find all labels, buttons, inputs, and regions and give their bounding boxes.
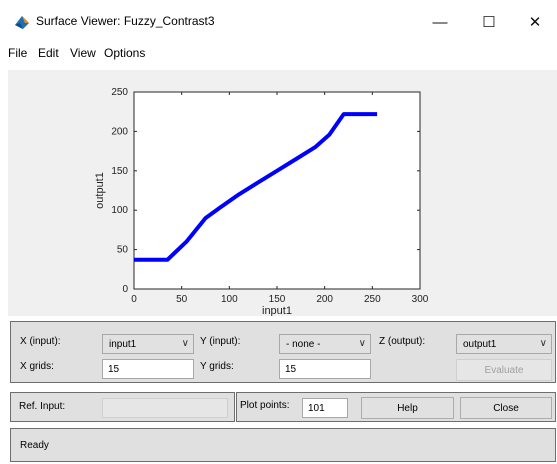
- x-input-label: X (input):: [20, 336, 61, 347]
- menu-view[interactable]: View: [70, 46, 96, 60]
- x-tick-label: 50: [176, 294, 188, 305]
- y-tick-label: 50: [117, 245, 129, 256]
- x-axis-label: input1: [262, 305, 292, 316]
- surface-plot: 0 50 100 150 200 250 300 0 50 100 150 200 250 input1 o…: [94, 87, 429, 316]
- matlab-app-icon: [15, 16, 29, 29]
- x-tick-label: 100: [221, 294, 238, 305]
- y-tick-label: 0: [122, 284, 128, 295]
- maximize-button[interactable]: ☐: [466, 8, 512, 36]
- y-axis-label: output1: [94, 172, 106, 209]
- plot-points-value: 101: [308, 403, 325, 414]
- z-output-label: Z (output):: [379, 336, 426, 347]
- z-output-dropdown[interactable]: output1 ∨: [456, 334, 552, 354]
- y-tick-label: 100: [111, 205, 128, 216]
- x-grids-field[interactable]: 15: [102, 359, 194, 379]
- y-grids-field[interactable]: 15: [279, 359, 371, 379]
- plot-options-panel: Plot points: 101 Help Close: [236, 392, 556, 422]
- status-text: Ready: [20, 440, 49, 451]
- plot-points-label: Plot points:: [240, 400, 290, 411]
- help-button[interactable]: Help: [361, 397, 454, 419]
- x-tick-label: 300: [412, 294, 429, 305]
- evaluate-button[interactable]: Evaluate: [456, 359, 552, 381]
- z-output-value: output1: [463, 339, 497, 350]
- status-bar: Ready: [10, 428, 556, 462]
- x-tick-label: 150: [269, 294, 286, 305]
- plot-axes-box: [133, 91, 421, 290]
- title-bar: Surface Viewer: Fuzzy_Contrast3 — ☐ ✕: [0, 0, 557, 40]
- x-tick-label: 250: [364, 294, 381, 305]
- y-grids-label: Y grids:: [200, 361, 234, 372]
- chevron-down-icon: ∨: [539, 338, 547, 349]
- menu-options[interactable]: Options: [104, 46, 146, 60]
- x-input-value: input1: [109, 339, 137, 350]
- ref-input-field[interactable]: [102, 398, 228, 418]
- plot-points-field[interactable]: 101: [302, 398, 348, 418]
- menu-file[interactable]: File: [8, 46, 28, 60]
- figure-area: 0 50 100 150 200 250 300 0 50 100 150 200 250 input1 o…: [8, 70, 557, 316]
- menu-edit[interactable]: Edit: [38, 46, 59, 60]
- close-icon: ✕: [528, 14, 542, 31]
- x-tick-label: 0: [131, 294, 137, 305]
- window-title: Surface Viewer: Fuzzy_Contrast3: [36, 14, 215, 28]
- y-input-label: Y (input):: [200, 336, 241, 347]
- y-input-dropdown[interactable]: - none - ∨: [279, 334, 371, 354]
- chevron-down-icon: ∨: [181, 338, 189, 349]
- minimize-icon: —: [432, 13, 448, 31]
- y-input-value: - none -: [286, 339, 321, 350]
- ref-input-panel: Ref. Input:: [10, 392, 235, 422]
- y-tick-label: 250: [111, 87, 128, 98]
- minimize-button[interactable]: —: [417, 8, 463, 36]
- axis-selection-panel: X (input): input1 ∨ Y (input): - none - …: [10, 321, 556, 383]
- close-button[interactable]: Close: [460, 397, 552, 419]
- x-grids-label: X grids:: [20, 361, 54, 372]
- y-tick-label: 150: [111, 166, 128, 177]
- x-tick-label: 200: [316, 294, 333, 305]
- x-grids-value: 15: [108, 364, 120, 375]
- x-input-dropdown[interactable]: input1 ∨: [102, 334, 194, 354]
- y-tick-label: 200: [111, 126, 128, 137]
- chevron-down-icon: ∨: [358, 338, 366, 349]
- close-window-button[interactable]: ✕: [512, 8, 557, 36]
- ref-input-label: Ref. Input:: [19, 401, 66, 412]
- menu-bar: File Edit View Options: [0, 40, 557, 66]
- maximize-icon: ☐: [482, 14, 496, 31]
- y-grids-value: 15: [285, 364, 297, 375]
